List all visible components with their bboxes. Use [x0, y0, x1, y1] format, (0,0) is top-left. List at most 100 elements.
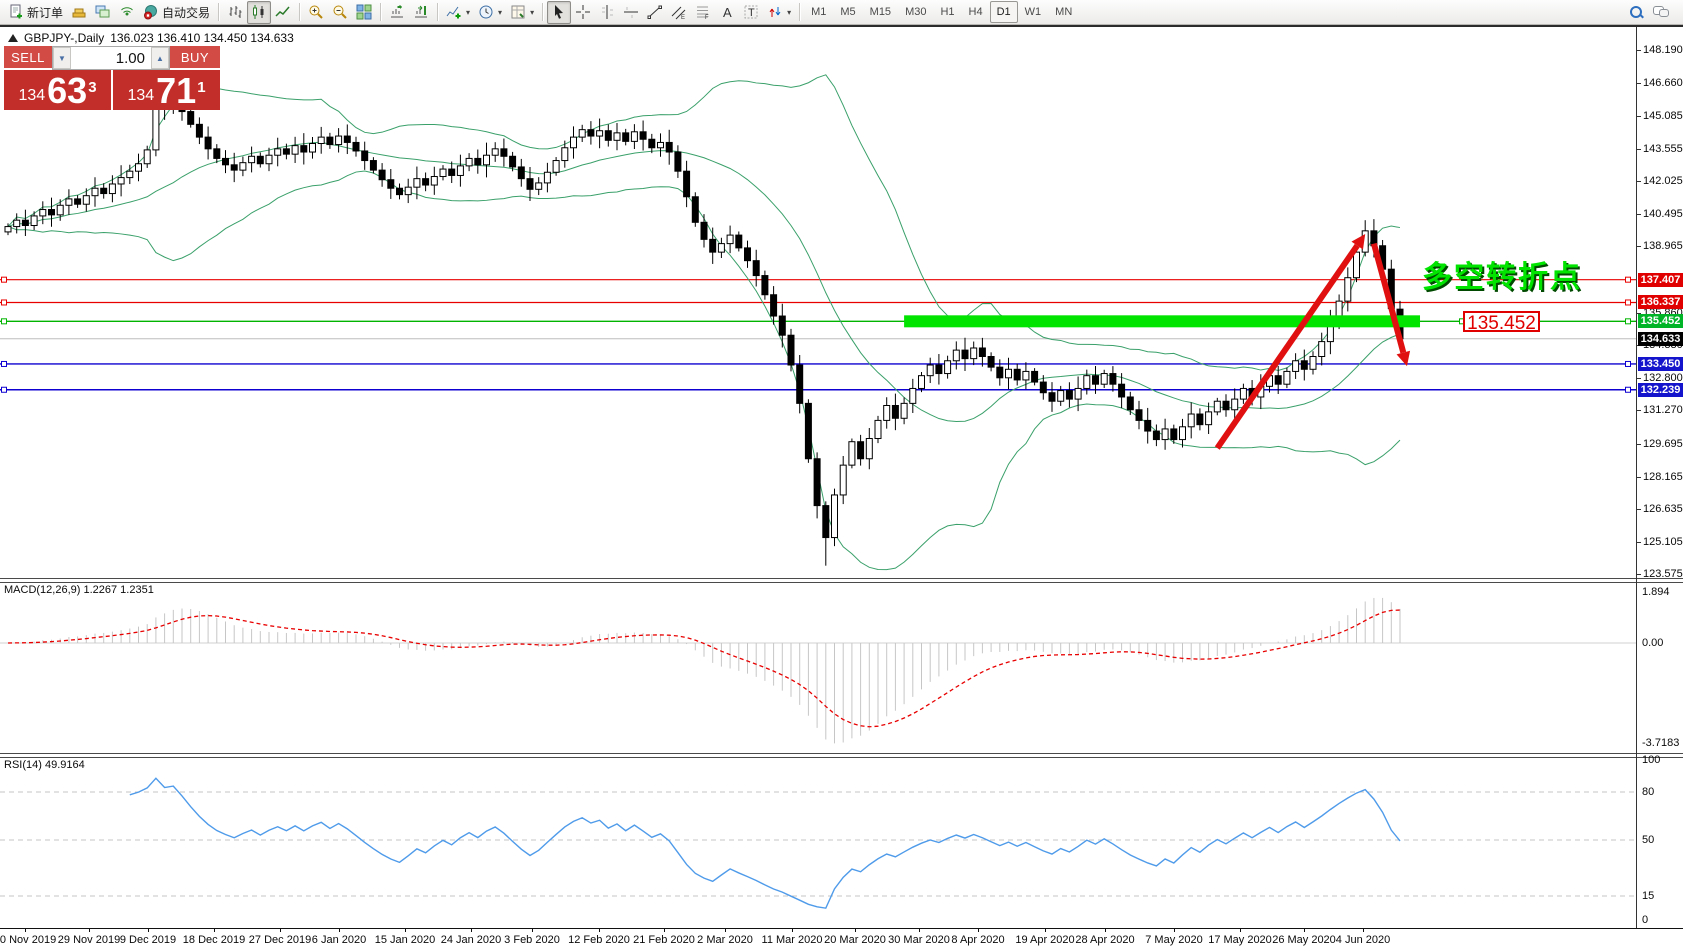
- market-watch-button[interactable]: [67, 1, 91, 24]
- timeframe-button-h4[interactable]: H4: [968, 6, 983, 18]
- rsi-axis-label: 50: [1642, 834, 1655, 846]
- buy-price-sup: 1: [197, 79, 206, 96]
- price-tick: [1636, 410, 1641, 412]
- volume-decrease-button[interactable]: ▼: [53, 47, 71, 69]
- timeframe-button-h1[interactable]: H1: [940, 6, 955, 18]
- indicators-button[interactable]: ▾: [442, 1, 474, 24]
- timeframe-button-m30[interactable]: M30: [905, 6, 927, 18]
- price-tick-label: 146.660: [1643, 76, 1683, 89]
- price-tick: [1636, 116, 1641, 118]
- chart-window-border: [0, 25, 1683, 27]
- price-tick-label: 128.165: [1643, 470, 1683, 483]
- price-tick: [1636, 181, 1641, 183]
- search-icon[interactable]: [1630, 5, 1643, 19]
- volume-increase-button[interactable]: ▲: [151, 47, 169, 69]
- sell-price-sup: 3: [88, 79, 97, 96]
- rsi-panel-chart[interactable]: [0, 757, 1640, 928]
- volume-input[interactable]: 1.00: [115, 49, 145, 67]
- vertical-line-button[interactable]: [595, 1, 619, 24]
- auto-scroll-button[interactable]: [385, 1, 409, 24]
- panel-divider[interactable]: [0, 753, 1683, 758]
- main-price-chart[interactable]: [0, 27, 1640, 578]
- chat-icon[interactable]: [1653, 6, 1669, 18]
- sell-button[interactable]: SELL: [4, 46, 52, 70]
- arrows-button[interactable]: ▾: [763, 1, 795, 24]
- time-tick-label: 28 Apr 2020: [1075, 934, 1135, 946]
- time-tick: [664, 928, 665, 932]
- line-chart-button[interactable]: [271, 1, 295, 24]
- timeframe-button-m15[interactable]: M15: [869, 6, 892, 18]
- buy-button[interactable]: BUY: [170, 46, 220, 70]
- price-tick: [1636, 50, 1641, 51]
- candlestick-button[interactable]: [247, 0, 272, 24]
- time-tick: [25, 928, 26, 932]
- time-tick: [339, 928, 340, 932]
- time-tick: [978, 928, 979, 932]
- macd-panel-chart[interactable]: [0, 582, 1640, 753]
- rsi-axis-label: 100: [1642, 754, 1661, 766]
- time-tick: [280, 928, 281, 932]
- cursor-button[interactable]: [547, 0, 572, 24]
- macd-axis-label: -3.7183: [1642, 737, 1680, 750]
- price-tick: [1636, 246, 1641, 248]
- timeframe-button-mn[interactable]: MN: [1055, 6, 1073, 18]
- turning-point-annotation[interactable]: 多空转折点: [1422, 261, 1582, 294]
- svg-text:E: E: [681, 15, 685, 20]
- periods-button[interactable]: ▾: [474, 1, 506, 24]
- svg-text:A: A: [723, 5, 732, 20]
- toolbar-separator: [542, 3, 544, 21]
- buy-price-main: 71: [156, 70, 197, 111]
- collapse-triangle-icon[interactable]: [8, 34, 18, 42]
- zoom-out-button[interactable]: [328, 1, 352, 24]
- one-click-trading-panel: SELL ▼ 1.00 ▲ BUY 134 63 3 134 71 1: [4, 46, 220, 110]
- time-tick-label: 21 Feb 2020: [633, 934, 695, 946]
- price-tag-label[interactable]: 135.452: [1463, 311, 1540, 334]
- crosshair-button[interactable]: [571, 1, 595, 24]
- timeframe-button-w1[interactable]: W1: [1024, 6, 1042, 18]
- toolbar-separator: [380, 3, 382, 21]
- time-tick: [599, 928, 600, 932]
- time-tick: [1240, 928, 1241, 932]
- price-tick-label: 129.695: [1643, 437, 1683, 450]
- tile-windows-button[interactable]: [352, 1, 376, 24]
- text-label-button[interactable]: T: [739, 1, 763, 24]
- horizontal-line-button[interactable]: [619, 1, 643, 24]
- panel-divider[interactable]: [0, 578, 1683, 583]
- chevron-down-icon: ▾: [530, 7, 535, 17]
- chevron-down-icon: ▾: [466, 7, 471, 17]
- time-tick-label: 26 May 2020: [1272, 934, 1336, 946]
- time-tick: [148, 928, 149, 932]
- sell-price-button[interactable]: 134 63 3: [4, 70, 111, 110]
- price-tick-label: 140.495: [1643, 207, 1683, 220]
- price-line-label: 134.633: [1638, 331, 1683, 346]
- new-order-button[interactable]: 新订单: [4, 1, 67, 24]
- timeframe-button-m5[interactable]: M5: [840, 6, 856, 18]
- timeframe-button-m1[interactable]: M1: [811, 6, 827, 18]
- charts-window-button[interactable]: [91, 1, 115, 24]
- time-tick-label: 29 Nov 2019: [57, 934, 121, 946]
- signals-button[interactable]: [115, 1, 139, 24]
- chevron-down-icon: ▾: [498, 7, 503, 17]
- buy-price-button[interactable]: 134 71 1: [113, 70, 220, 110]
- price-tick-label: 148.190: [1643, 44, 1683, 56]
- time-tick-label: 8 Apr 2020: [951, 934, 1005, 946]
- time-axis-line: [0, 928, 1683, 929]
- bar-chart-button[interactable]: [223, 1, 247, 24]
- channel-button[interactable]: E: [667, 1, 691, 24]
- templates-button[interactable]: ▾: [506, 1, 538, 24]
- zoom-in-button[interactable]: [304, 1, 328, 24]
- text-button[interactable]: A: [715, 1, 739, 24]
- price-tick: [1636, 541, 1641, 543]
- timeframe-button-d1[interactable]: D1: [989, 1, 1018, 23]
- price-tick-label: 143.555: [1643, 142, 1683, 155]
- time-tick-label: 17 May 2020: [1208, 934, 1272, 946]
- auto-trading-button[interactable]: 自动交易: [139, 1, 214, 24]
- time-tick-label: 15 Jan 2020: [374, 934, 436, 946]
- trendline-button[interactable]: [643, 1, 667, 24]
- chevron-down-icon: ▾: [787, 7, 792, 17]
- time-tick-label: 12 Feb 2020: [568, 934, 630, 946]
- chart-shift-button[interactable]: [409, 1, 433, 24]
- time-tick-label: 6 Jan 2020: [311, 934, 367, 946]
- time-tick-label: 11 Mar 2020: [761, 934, 823, 946]
- fibonacci-button[interactable]: F: [691, 1, 715, 24]
